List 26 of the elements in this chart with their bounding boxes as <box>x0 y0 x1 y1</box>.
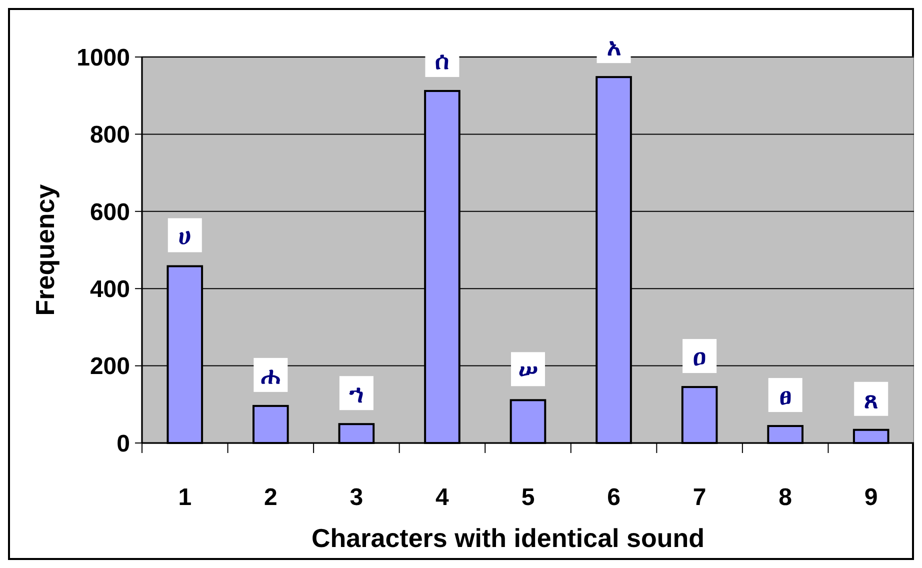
x-tick-label: 5 <box>521 484 535 511</box>
annotation: ሐ <box>261 362 280 390</box>
y-tick-label: 200 <box>90 353 130 380</box>
annotation: አ <box>606 34 621 62</box>
x-tick-label: 1 <box>178 484 192 511</box>
annotation: ፀ <box>779 383 792 410</box>
y-tick-label: 800 <box>90 122 130 149</box>
x-tick-label: 9 <box>864 484 878 511</box>
annotation: ሰ <box>435 48 450 75</box>
annotation: ሠ <box>518 357 538 384</box>
x-tick-label: 8 <box>778 484 792 511</box>
x-axis-title: Characters with identical sound <box>312 523 704 553</box>
y-axis-title: Frequency <box>30 184 60 316</box>
y-tick-label: 600 <box>90 198 130 226</box>
x-tick-label: 6 <box>607 484 620 511</box>
y-tick-label: 400 <box>90 276 130 303</box>
annotation: ሀ <box>178 223 192 250</box>
annotation: ጸ <box>864 386 878 414</box>
x-tick-label: 7 <box>692 484 706 511</box>
x-tick-label: 2 <box>264 484 278 511</box>
x-tick-label: 3 <box>350 484 364 511</box>
annotation: ዐ <box>693 344 706 372</box>
x-tick-label: 4 <box>436 484 450 511</box>
annotation: ኀ <box>348 381 364 408</box>
y-tick-label: 0 <box>116 430 130 458</box>
y-tick-label: 1000 <box>76 44 130 72</box>
